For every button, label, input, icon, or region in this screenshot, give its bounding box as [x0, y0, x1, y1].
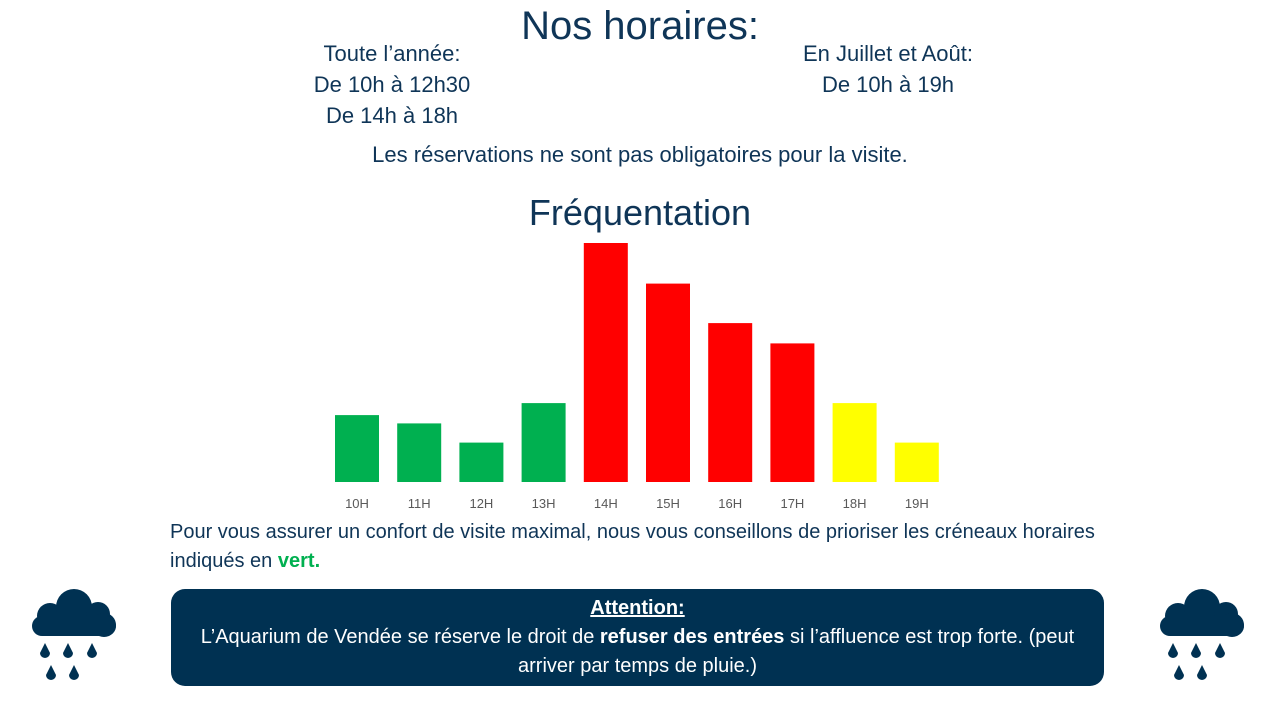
hours-summer-label: En Juillet et Août:: [803, 41, 973, 66]
tick-label-19H: 19H: [905, 496, 929, 511]
bar-13H: [521, 403, 566, 482]
tick-label-15H: 15H: [656, 496, 680, 511]
hours-year-round: Toute l’année: De 10h à 12h30 De 14h à 1…: [242, 38, 542, 131]
advice-text: Pour vous assurer un confort de visite m…: [170, 518, 1130, 576]
tick-label-18H: 18H: [843, 496, 867, 511]
attention-box: Attention: L’Aquarium de Vendée se réser…: [171, 589, 1104, 686]
bar-18H: [832, 403, 877, 482]
advice-highlight: vert.: [277, 550, 321, 572]
hours-summer-slot-1: De 10h à 19h: [821, 72, 955, 97]
rain-cloud-icon: [32, 589, 116, 681]
bar-10H: [335, 415, 379, 482]
attention-text-before: L’Aquarium de Vendée se réserve le droit…: [200, 626, 600, 648]
bar-12H: [459, 442, 504, 482]
tick-label-14H: 14H: [594, 496, 618, 511]
bar-16H: [708, 323, 753, 482]
hours-year-round-slot-2: De 14h à 18h: [325, 103, 459, 128]
tick-label-12H: 12H: [469, 496, 493, 511]
bar-14H: [583, 243, 628, 482]
page-title: Nos horaires:: [521, 4, 759, 48]
attention-text-after: si l’affluence est trop forte. (peut arr…: [518, 626, 1075, 677]
bar-17H: [770, 343, 815, 482]
rain-cloud-icon: [1160, 589, 1244, 681]
bar-19H: [894, 442, 939, 482]
tick-label-16H: 16H: [718, 496, 742, 511]
hours-year-round-slot-1: De 10h à 12h30: [313, 72, 471, 97]
hours-year-round-label: Toute l’année:: [323, 41, 461, 66]
reservation-note: Les réservations ne sont pas obligatoire…: [372, 142, 908, 167]
attention-bold: refuser des entrées: [599, 626, 785, 648]
tick-label-11H: 11H: [408, 496, 431, 511]
attention-message: L’Aquarium de Vendée se réserve le droit…: [171, 623, 1104, 681]
bar-11H: [397, 423, 442, 482]
chart-title: Fréquentation: [528, 192, 752, 233]
tick-label-13H: 13H: [532, 496, 556, 511]
tick-label-17H: 17H: [780, 496, 804, 511]
hours-summer: En Juillet et Août: De 10h à 19h: [738, 38, 1038, 100]
tick-label-10H: 10H: [345, 496, 369, 511]
advice-text-body: Pour vous assurer un confort de visite m…: [170, 521, 1095, 572]
bar-15H: [646, 283, 690, 482]
attendance-bar-chart: 10H 11H 12H 13H 14H 15H 16H 17H 18H 19H: [335, 243, 939, 511]
attention-title: Attention:: [590, 597, 685, 619]
